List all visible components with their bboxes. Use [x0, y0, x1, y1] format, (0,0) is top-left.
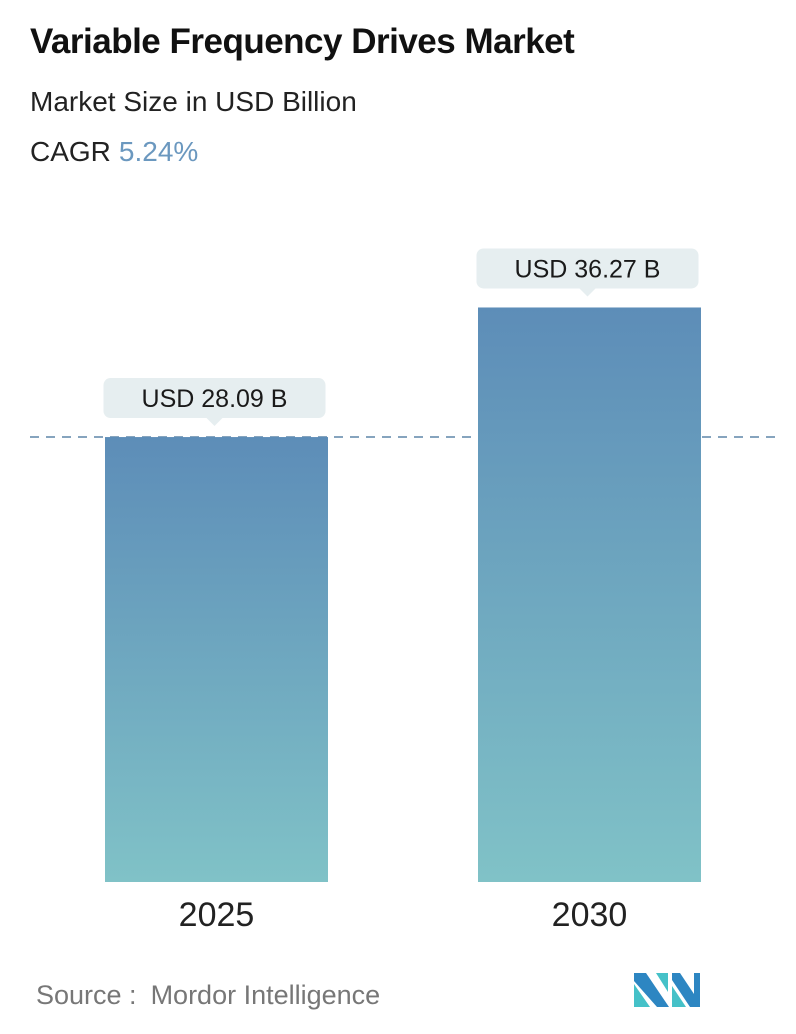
- source: Source : Mordor Intelligence: [36, 980, 380, 1011]
- callout-pointer: [579, 288, 596, 297]
- cagr-label: CAGR: [30, 136, 111, 167]
- page-title: Variable Frequency Drives Market: [30, 22, 575, 61]
- data-label-callout: [103, 378, 326, 419]
- data-label: USD 36.27 B: [515, 255, 661, 283]
- bar-chart: USD 28.09 B 2025 USD 36.27 B 2030: [30, 248, 780, 934]
- data-label-callout: [476, 248, 699, 289]
- cagr-value: 5.24%: [118, 136, 199, 167]
- source-name: Mordor Intelligence: [150, 980, 381, 1010]
- data-label: USD 28.09 B: [142, 385, 288, 413]
- x-tick-label: 2025: [179, 896, 255, 934]
- mordor-logo: [634, 973, 700, 1007]
- cagr: CAGR 5.24%: [30, 136, 198, 168]
- source-label: Source :: [36, 980, 137, 1010]
- callout-pointer: [206, 418, 223, 427]
- subtitle: Market Size in USD Billion: [30, 86, 357, 117]
- x-tick-label: 2030: [552, 896, 628, 934]
- bar-2030: [478, 307, 701, 883]
- bar-2025: [105, 437, 328, 882]
